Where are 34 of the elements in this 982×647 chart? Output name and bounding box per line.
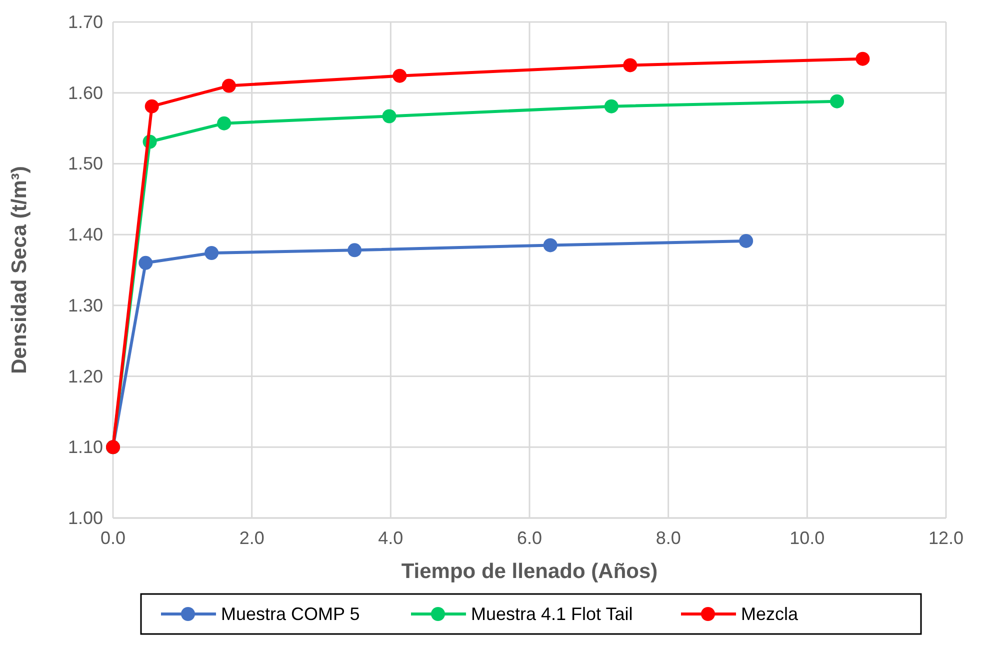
x-tick-label: 2.0 [239, 528, 264, 548]
point [739, 234, 754, 248]
x-tick-label: 6.0 [516, 528, 542, 548]
y-tick-label: 1.00 [68, 508, 103, 528]
legend-label: Muestra 4.1 Flot Tail [471, 604, 633, 624]
y-tick-label: 1.70 [68, 12, 103, 32]
legend-label: Muestra COMP 5 [221, 604, 360, 624]
point [217, 116, 232, 130]
y-tick-label: 1.50 [68, 154, 103, 174]
point [138, 256, 153, 270]
point [392, 68, 407, 83]
point [204, 246, 219, 260]
y-tick-label: 1.20 [68, 366, 103, 386]
point [222, 78, 236, 93]
x-axis-title: Tiempo de llenado (Años) [401, 560, 658, 583]
point [144, 99, 159, 114]
point [382, 109, 396, 124]
point [856, 52, 870, 66]
x-tick-label: 12.0 [928, 528, 964, 548]
point [543, 238, 558, 252]
point [604, 99, 618, 114]
legend-label: Mezcla [741, 604, 800, 624]
x-tick-label: 10.0 [790, 528, 825, 548]
point [623, 58, 638, 72]
y-axis-title: Densidad Seca (t/m³) [8, 166, 31, 374]
point [348, 243, 362, 258]
x-tick-label: 0.0 [100, 528, 126, 548]
x-tick-label: 8.0 [656, 528, 681, 548]
y-tick-label: 1.40 [68, 224, 103, 245]
y-tick-label: 1.10 [68, 437, 103, 458]
y-tick-label: 1.60 [68, 82, 103, 103]
y-tick-label: 1.30 [68, 295, 103, 316]
point [830, 94, 844, 108]
x-tick-label: 4.0 [378, 528, 404, 548]
